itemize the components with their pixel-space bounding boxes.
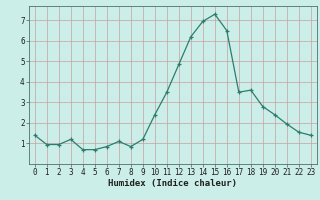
X-axis label: Humidex (Indice chaleur): Humidex (Indice chaleur) bbox=[108, 179, 237, 188]
